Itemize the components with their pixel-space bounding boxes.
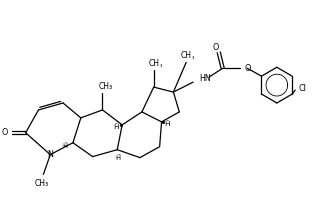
Text: ₃: ₃ (159, 63, 162, 68)
Text: H̄: H̄ (114, 124, 119, 130)
Text: H̄: H̄ (165, 121, 170, 127)
Text: O: O (2, 128, 8, 137)
Text: CH: CH (148, 59, 159, 68)
Text: O: O (213, 43, 219, 52)
Text: HN: HN (199, 74, 211, 83)
Text: CH₃: CH₃ (98, 82, 112, 91)
Text: O: O (244, 64, 251, 73)
Text: ·H̄: ·H̄ (115, 155, 122, 161)
Text: CH: CH (181, 51, 192, 60)
Text: ·H̄: ·H̄ (62, 143, 69, 149)
Text: CH₃: CH₃ (34, 179, 49, 188)
Text: Cl: Cl (298, 84, 306, 93)
Text: N: N (47, 150, 53, 159)
Text: ₃: ₃ (192, 55, 194, 60)
